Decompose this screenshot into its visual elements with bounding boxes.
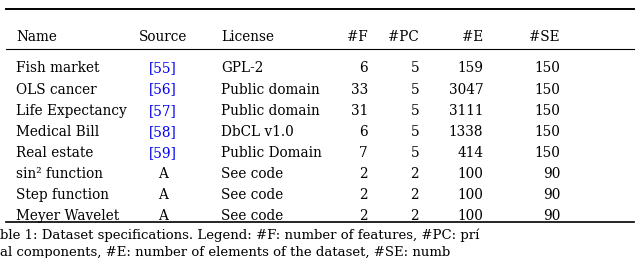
Text: 5: 5 (411, 61, 419, 75)
Text: A: A (158, 209, 168, 223)
Text: [59]: [59] (149, 146, 177, 160)
Text: 2: 2 (411, 167, 419, 181)
Text: 5: 5 (411, 125, 419, 139)
Text: 2: 2 (411, 188, 419, 202)
Text: 2: 2 (360, 167, 368, 181)
Text: al components, #E: number of elements of the dataset, #SE: numb: al components, #E: number of elements of… (0, 246, 451, 258)
Text: Public domain: Public domain (221, 104, 319, 118)
Text: See code: See code (221, 209, 283, 223)
Text: Life Expectancy: Life Expectancy (16, 104, 127, 118)
Text: Meyer Wavelet: Meyer Wavelet (16, 209, 119, 223)
Text: 5: 5 (411, 83, 419, 96)
Text: 6: 6 (360, 61, 368, 75)
Text: 1338: 1338 (449, 125, 483, 139)
Text: 100: 100 (458, 188, 483, 202)
Text: Fish market: Fish market (16, 61, 99, 75)
Text: Source: Source (139, 30, 188, 44)
Text: #PC: #PC (388, 30, 419, 44)
Text: OLS cancer: OLS cancer (16, 83, 97, 96)
Text: 150: 150 (534, 146, 560, 160)
Text: 5: 5 (411, 104, 419, 118)
Text: Real estate: Real estate (16, 146, 93, 160)
Text: 2: 2 (360, 188, 368, 202)
Text: [58]: [58] (149, 125, 177, 139)
Text: 150: 150 (534, 61, 560, 75)
Text: 2: 2 (360, 209, 368, 223)
Text: License: License (221, 30, 274, 44)
Text: 90: 90 (543, 188, 560, 202)
Text: 150: 150 (534, 125, 560, 139)
Text: 90: 90 (543, 209, 560, 223)
Text: 5: 5 (411, 146, 419, 160)
Text: See code: See code (221, 188, 283, 202)
Text: ble 1: Dataset specifications. Legend: #F: number of features, #PC: prí: ble 1: Dataset specifications. Legend: #… (0, 228, 479, 241)
Text: Public Domain: Public Domain (221, 146, 322, 160)
Text: 159: 159 (457, 61, 483, 75)
Text: 33: 33 (351, 83, 368, 96)
Text: #SE: #SE (529, 30, 560, 44)
Text: 6: 6 (360, 125, 368, 139)
Text: 90: 90 (543, 167, 560, 181)
Text: 2: 2 (411, 209, 419, 223)
Text: Public domain: Public domain (221, 83, 319, 96)
Text: #F: #F (348, 30, 368, 44)
Text: 3047: 3047 (449, 83, 483, 96)
Text: GPL-2: GPL-2 (221, 61, 263, 75)
Text: 150: 150 (534, 83, 560, 96)
Text: sin² function: sin² function (16, 167, 103, 181)
Text: 7: 7 (360, 146, 368, 160)
Text: 31: 31 (351, 104, 368, 118)
Text: 100: 100 (458, 209, 483, 223)
Text: [57]: [57] (149, 104, 177, 118)
Text: [55]: [55] (149, 61, 177, 75)
Text: 414: 414 (457, 146, 483, 160)
Text: A: A (158, 188, 168, 202)
Text: #E: #E (462, 30, 483, 44)
Text: Medical Bill: Medical Bill (16, 125, 99, 139)
Text: Name: Name (16, 30, 57, 44)
Text: A: A (158, 167, 168, 181)
Text: DbCL v1.0: DbCL v1.0 (221, 125, 294, 139)
Text: Step function: Step function (16, 188, 109, 202)
Text: 150: 150 (534, 104, 560, 118)
Text: 3111: 3111 (449, 104, 483, 118)
Text: See code: See code (221, 167, 283, 181)
Text: 100: 100 (458, 167, 483, 181)
Text: [56]: [56] (149, 83, 177, 96)
